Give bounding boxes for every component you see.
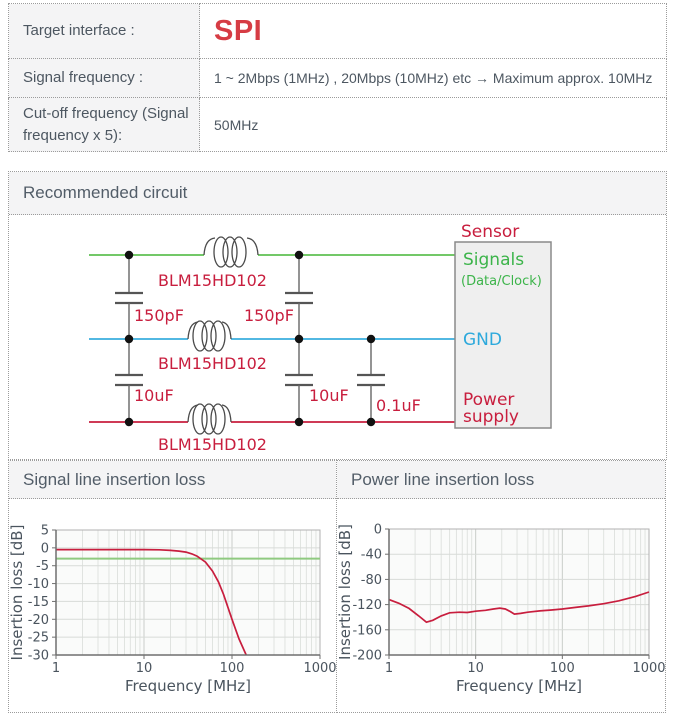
- target-interface-value: SPI: [214, 14, 263, 47]
- ferrite-bead-label: BLM15HD102: [158, 271, 267, 290]
- svg-text:1000: 1000: [632, 661, 665, 676]
- svg-text:-160: -160: [352, 623, 382, 638]
- svg-text:1000: 1000: [303, 661, 336, 676]
- signal-loss-panel: -30 -25 -20 -15 -10 -5 0 5 1 10 100 1000 Frequency […: [9, 499, 336, 712]
- section-title-power-loss: Power line insertion loss: [337, 461, 665, 499]
- spec-label-signal-frequency: Signal frequency :: [8, 58, 200, 98]
- cap-label-10uF: 10uF: [309, 386, 349, 405]
- spec-label-cutoff-frequency: Cut-off frequency (Signal frequency x 5)…: [8, 97, 200, 152]
- power-loss-panel: -200 -160 -120 -80 -40 0 1 10 100 1000 Frequency […: [337, 499, 665, 712]
- ferrite-bead-label: BLM15HD102: [158, 435, 267, 454]
- svg-text:-40: -40: [361, 548, 382, 563]
- capacitor-icon: [285, 255, 313, 339]
- sensor-label: Sensor: [461, 222, 519, 242]
- power-loss-section: Power line insertion loss -200 -160 -120 -8…: [337, 460, 666, 713]
- charts-row: Signal line insertion loss -30 -25 -20 -15-…: [8, 460, 667, 713]
- signal-frequency-value: 1 ~ 2Mbps (1MHz) , 20Mbps (10MHz) etc → …: [199, 58, 667, 98]
- capacitor-icon: [357, 339, 385, 422]
- table-row: Cut-off frequency (Signal frequency x 5)…: [8, 97, 667, 152]
- svg-text:-10: -10: [28, 577, 49, 592]
- ferrite-bead-label: BLM15HD102: [158, 354, 267, 373]
- capacitor-icon: [285, 339, 313, 422]
- ferrite-bead-icon: [203, 236, 259, 268]
- svg-text:5: 5: [41, 524, 49, 539]
- power-label-line1: Power: [463, 390, 514, 410]
- signals-sub-label: (Data/Clock): [461, 274, 542, 289]
- svg-text:-30: -30: [28, 649, 49, 664]
- svg-text:0: 0: [374, 523, 382, 538]
- svg-text:Insertion loss [dB]: Insertion loss [dB]: [9, 525, 26, 661]
- svg-text:-15: -15: [28, 595, 49, 610]
- cap-label-150pF: 150pF: [244, 306, 294, 325]
- circuit-panel: Sensor Signals (Data/Clock) GND Power su…: [9, 215, 666, 459]
- recommended-circuit-section: Recommended circuit: [8, 171, 667, 460]
- capacitor-icon: [115, 255, 143, 339]
- sensor-box: [454, 241, 552, 429]
- section-title-recommended-circuit: Recommended circuit: [9, 172, 666, 215]
- svg-text:100: 100: [220, 661, 245, 676]
- svg-text:Frequency [MHz]: Frequency [MHz]: [125, 677, 251, 695]
- svg-text:-25: -25: [28, 631, 49, 646]
- svg-text:100: 100: [550, 661, 575, 676]
- svg-text:0: 0: [41, 541, 49, 556]
- cutoff-frequency-value: 50MHz: [199, 97, 667, 152]
- spec-label-target-interface: Target interface :: [8, 3, 200, 59]
- ferrite-bead-icon: [187, 320, 232, 352]
- svg-text:10: 10: [467, 661, 484, 676]
- svg-text:-120: -120: [352, 598, 382, 613]
- signal-loss-section: Signal line insertion loss -30 -25 -20 -15-…: [8, 460, 337, 713]
- svg-text:-20: -20: [28, 613, 49, 628]
- circuit-diagram: Sensor Signals (Data/Clock) GND Power su…: [89, 222, 552, 454]
- svg-text:-200: -200: [352, 649, 382, 664]
- svg-text:1: 1: [385, 661, 393, 676]
- signals-label: Signals: [463, 250, 524, 270]
- gnd-label: GND: [463, 330, 502, 350]
- svg-text:Insertion loss [dB]: Insertion loss [dB]: [337, 524, 354, 660]
- section-title-signal-loss: Signal line insertion loss: [9, 461, 336, 499]
- svg-text:10: 10: [136, 661, 153, 676]
- cap-label-0.1uF: 0.1uF: [376, 396, 421, 415]
- spec-table: Target interface : SPI Signal frequency …: [8, 3, 667, 152]
- svg-text:-80: -80: [361, 573, 382, 588]
- table-row: Signal frequency : 1 ~ 2Mbps (1MHz) , 20…: [8, 58, 667, 98]
- cap-label-150pF: 150pF: [134, 306, 184, 325]
- svg-text:1: 1: [52, 661, 60, 676]
- cap-label-10uF: 10uF: [134, 386, 174, 405]
- capacitor-icon: [115, 339, 143, 422]
- ferrite-bead-icon: [187, 403, 232, 435]
- junction-dot: [124, 250, 376, 427]
- signal-loss-chart: -30 -25 -20 -15 -10 -5 0 5 1 10 100 1000 Frequency […: [9, 524, 336, 696]
- svg-text:-5: -5: [36, 559, 49, 574]
- svg-text:Frequency [MHz]: Frequency [MHz]: [456, 677, 582, 695]
- table-row: Target interface : SPI: [8, 3, 667, 59]
- power-label-line2: supply: [463, 407, 519, 427]
- power-loss-chart: -200 -160 -120 -80 -40 0 1 10 100 1000 Frequency […: [337, 523, 665, 696]
